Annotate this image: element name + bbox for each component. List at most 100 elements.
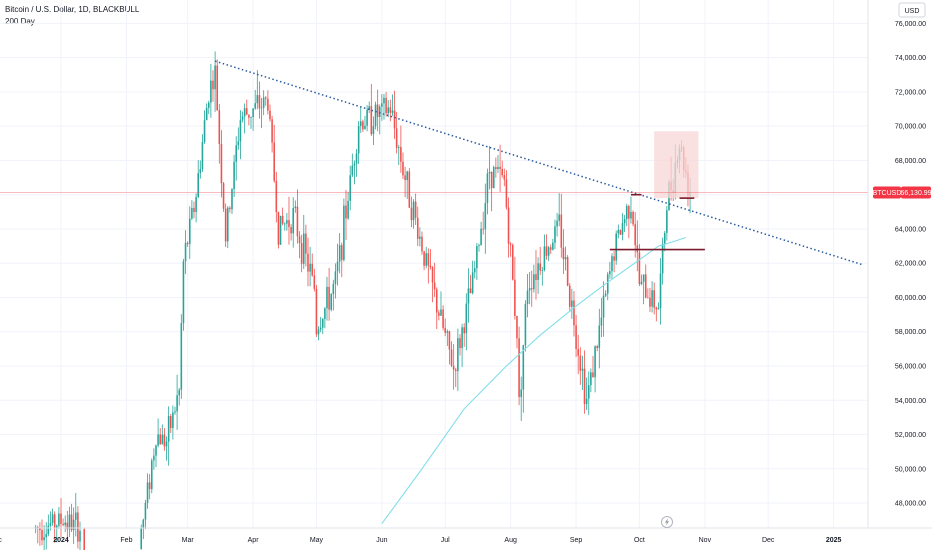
candle-body xyxy=(362,121,364,130)
candle-body xyxy=(461,327,463,349)
candle-body xyxy=(615,233,617,261)
candle-body xyxy=(478,245,480,247)
candle-body xyxy=(579,355,582,371)
candle-body xyxy=(193,207,195,213)
candle-body xyxy=(454,369,457,372)
candle-body xyxy=(155,445,157,456)
candle-body xyxy=(184,242,187,262)
candle-body xyxy=(77,512,79,542)
candle-body xyxy=(366,109,368,126)
candle-body xyxy=(535,274,537,280)
candle-body xyxy=(207,102,210,108)
candle-body xyxy=(163,434,166,447)
candle-body xyxy=(172,412,174,428)
candle-body xyxy=(237,141,240,146)
time-tick-label: Dec xyxy=(762,537,775,544)
price-tick-label: 52,000.00 xyxy=(895,432,926,439)
candle-body xyxy=(497,166,499,170)
candle-body xyxy=(51,514,54,523)
candle-body xyxy=(638,252,641,285)
candle-body xyxy=(74,512,77,520)
time-axis[interactable]: Dec 2024 Feb Mar Apr May Jun Jul Aug Sep Oct Nov Dec… xyxy=(0,527,932,544)
moving-average-line xyxy=(381,236,687,524)
candle-body xyxy=(666,210,668,233)
candle-body xyxy=(302,233,305,264)
candle-body xyxy=(596,346,598,349)
candle-body xyxy=(376,104,379,117)
candle-body xyxy=(395,128,398,148)
trendline xyxy=(214,60,864,266)
candle-body xyxy=(233,161,235,190)
candle-body xyxy=(592,372,594,378)
candle-body xyxy=(484,203,487,230)
candle-body xyxy=(315,288,318,335)
candle-body xyxy=(556,220,558,227)
candle-body xyxy=(444,327,447,333)
candle-body xyxy=(142,519,145,529)
candle-body xyxy=(231,189,233,210)
candle-body xyxy=(564,257,567,260)
candle-body xyxy=(49,522,52,526)
symbol-tag: BTCUSD xyxy=(873,190,902,197)
candle-body xyxy=(433,282,436,290)
candle-body xyxy=(62,523,64,526)
candle-body xyxy=(47,525,50,535)
candle-body xyxy=(516,315,518,339)
candle-body xyxy=(611,256,613,272)
candle-body xyxy=(431,267,434,283)
currency-badge[interactable] xyxy=(898,2,926,18)
candle-body xyxy=(355,153,358,164)
candle-body xyxy=(313,275,316,289)
candle-body xyxy=(539,263,541,271)
candle-body xyxy=(558,214,560,221)
time-tick-label: Jun xyxy=(376,537,387,544)
candle-body xyxy=(43,537,45,541)
candle-body xyxy=(294,206,297,209)
candle-body xyxy=(385,97,387,114)
candle-body xyxy=(243,108,246,117)
candle-body xyxy=(642,274,645,282)
currency-label: USD xyxy=(905,8,920,15)
candle-body xyxy=(273,142,276,181)
candle-body xyxy=(552,242,554,250)
candle-body xyxy=(283,223,286,225)
candle-body xyxy=(332,283,335,295)
candle-body xyxy=(195,197,197,213)
candle-body xyxy=(526,290,529,304)
candle-body xyxy=(423,251,425,266)
candle-body xyxy=(644,274,647,298)
candle-body xyxy=(391,110,394,113)
candle-body xyxy=(157,434,159,446)
price-tick-label: 76,000.00 xyxy=(895,21,926,28)
candle-body xyxy=(343,205,345,260)
candle-body xyxy=(182,261,185,324)
candle-body xyxy=(83,529,86,550)
candle-body xyxy=(239,119,242,142)
candle-body xyxy=(159,434,162,445)
candle-body xyxy=(549,247,552,250)
price-tick-label: 72,000.00 xyxy=(895,89,926,96)
candle-body xyxy=(619,229,622,235)
candle-body xyxy=(216,65,219,111)
candle-body xyxy=(319,327,322,330)
time-tick-label: 2024 xyxy=(53,537,69,544)
candle-body xyxy=(408,171,411,208)
candle-body xyxy=(429,265,432,268)
candle-body xyxy=(655,307,658,310)
candle-body xyxy=(647,297,649,299)
candle-body xyxy=(577,349,579,356)
price-axis[interactable]: USD 76,000.00 74,000.00 72,000.00 70,000.00… xyxy=(867,0,932,550)
candle-body xyxy=(490,171,493,189)
candle-body xyxy=(435,289,438,313)
candle-body xyxy=(254,103,257,109)
candle-body xyxy=(594,346,596,378)
candle-body xyxy=(530,288,533,290)
candle-body xyxy=(226,207,229,242)
candle-body xyxy=(180,323,183,390)
candle-body xyxy=(583,368,586,405)
lightning-icon[interactable] xyxy=(661,516,673,528)
candle-body xyxy=(457,338,459,372)
candle-body xyxy=(279,215,282,245)
candle-body xyxy=(518,338,520,398)
